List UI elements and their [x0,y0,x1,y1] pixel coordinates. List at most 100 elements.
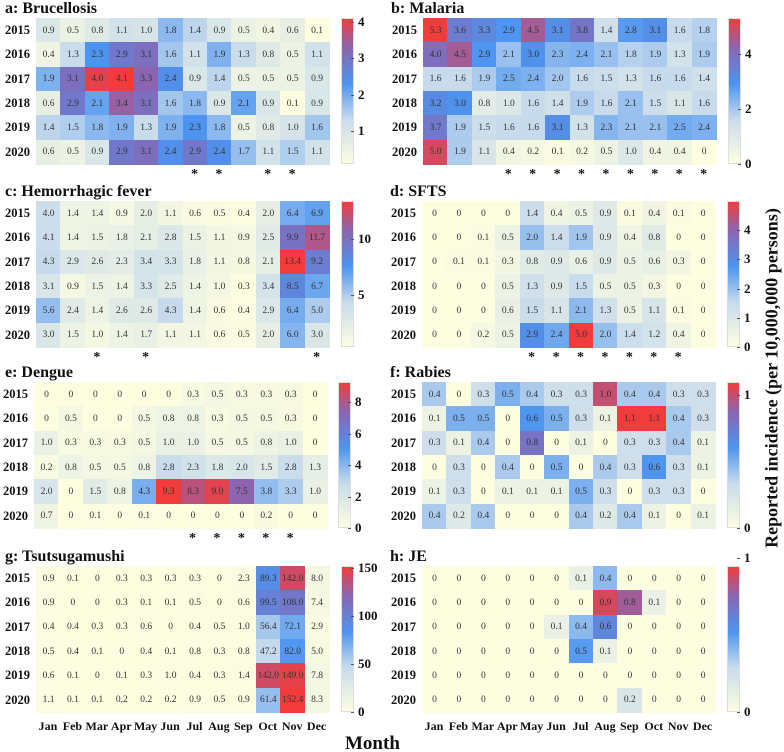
month-label: Feb [62,719,83,733]
colorbar-tick-label: 0 [744,704,751,719]
heatmap-cell: 3.3 [133,66,159,92]
heatmap-cell: 2.0 [255,322,281,348]
heatmap-cell: 0.5 [206,614,232,640]
heatmap-cell: 8.3 [180,479,206,505]
colorbar-tick-label: 4 [744,222,751,238]
heatmap-cell: 0 [107,406,133,432]
heatmap-cell: 0.5 [253,406,279,432]
heatmap-cell: 2.5 [255,225,281,251]
heatmap-cell: 0.9 [592,225,618,251]
heatmap-cell: 0 [446,639,472,664]
heatmap-cell: 3.1 [36,274,61,299]
heatmap-cell: 0 [666,274,692,299]
heatmap-cell: 0.3 [617,455,643,480]
heatmap-cell: 0.1 [133,590,159,616]
heatmap-cell: 0.1 [545,139,571,165]
heatmap-cell: 0.3 [253,382,279,407]
heatmap-cell: 0.3 [133,566,159,591]
heatmap-cell: 0.6 [206,322,232,348]
heatmap-cell: 2.8 [618,18,644,43]
heatmap-cell: 0 [641,566,667,591]
heatmap-cell: 0.3 [544,382,570,407]
heatmap-cell: 0.3 [84,614,110,640]
heatmap-cell: 0.4 [60,614,86,640]
year-label: 2017 [392,71,417,86]
heatmap-cell: 0.2 [592,503,618,529]
heatmap-cell: 0.5 [231,115,257,141]
heatmap-cell: 4.0 [423,42,448,68]
colorbar-tick-mark [351,568,354,570]
heatmap-cell: 0.1 [131,503,157,529]
colorbar-tick-mark [351,94,354,96]
colorbar-tick-mark [348,402,351,404]
heatmap-cell: 0.4 [568,614,594,640]
heatmap-cell: 1.0 [133,18,159,43]
heatmap-cell: 0.5 [617,298,643,324]
heatmap-cell: 0.3 [58,430,84,456]
year-label: 2016 [5,47,30,62]
heatmap-cell: 1.6 [569,66,595,92]
year-label: 2015 [5,23,30,37]
heatmap-cell: 1.1 [255,139,281,165]
year-label: 2020 [391,327,416,342]
heatmap-cell: 1.0 [206,274,232,299]
heatmap-cell: 0 [446,201,472,226]
heatmap-cell: 1.1 [544,298,570,324]
heatmap-cell: 0 [446,382,472,407]
heatmap-cell: 0.6 [568,249,594,275]
year-label: 2017 [391,435,416,450]
heatmap-cell: 1.6 [423,66,448,92]
heatmap-cell: 0.9 [592,249,618,275]
year-label: 2017 [5,619,30,634]
heatmap-cell: 1.5 [84,274,110,299]
heatmap-cell: 1.1 [304,139,330,165]
heatmap-cell: 0 [82,382,108,407]
heatmap-cell: 5.0 [568,322,594,348]
heatmap-cell: 0.3 [666,455,692,480]
colorbar-tick-label: 2 [744,280,751,296]
heatmap-cell: 0 [422,322,447,348]
heatmap-cell: 0 [495,614,521,640]
heatmap-cell: 4.3 [158,298,184,324]
heatmap-cell: 1.5 [84,225,110,251]
heatmap-cell: 0 [690,663,716,689]
month-label: Jul [572,719,589,733]
heatmap-cell: 61.4 [255,687,281,713]
heatmap-cell: 9.0 [204,479,230,505]
heatmap-cell: 1.4 [36,115,61,141]
heatmap-cell: 1.9 [691,42,717,68]
heatmap-cell: 3.1 [133,42,159,68]
significance-asterisk: * [213,531,221,546]
colorbar-tick-label: 0 [358,704,365,719]
heatmap-cell: 0.4 [544,201,570,226]
significance-asterisk: * [262,531,270,546]
heatmap-cell: 0.4 [470,430,496,456]
heatmap-cell: 0.5 [617,249,643,275]
heatmap-cell: 0.9 [592,590,618,616]
heatmap-cell: 1.9 [206,42,232,68]
significance-asterisk: * [237,531,245,546]
heatmap-cell: 1.6 [520,115,546,141]
heatmap-cell: 0.1 [446,430,472,456]
heatmap-cell: 1.9 [447,139,473,165]
heatmap-cell: 1.0 [156,430,182,456]
year-label: 2019 [391,484,416,499]
heatmap-cell: 1.4 [60,201,86,226]
significance-asterisk: * [313,350,321,365]
heatmap-cell: 0.5 [231,322,257,348]
heatmap-cell: 0 [641,639,667,664]
heatmap-cell: 1.4 [206,66,232,92]
heatmap-cell: 0 [544,663,570,689]
heatmap-cell: 1.3 [618,66,644,92]
panel-title: c: Hemorrhagic fever [5,183,152,200]
heatmap-cell: 0 [34,406,59,432]
year-label: 2019 [3,484,28,499]
heatmap-cell: 0 [495,566,521,591]
heatmap-cell: 0 [422,590,447,616]
heatmap-cell: 0 [58,503,84,529]
heatmap-cell: 2.0 [133,201,159,226]
heatmap-cell: 3.4 [109,91,135,116]
colorbar-tick-label: 4 [355,457,362,473]
heatmap-cell: 1.9 [471,66,497,92]
heatmap-cell: 1.8 [84,115,110,141]
